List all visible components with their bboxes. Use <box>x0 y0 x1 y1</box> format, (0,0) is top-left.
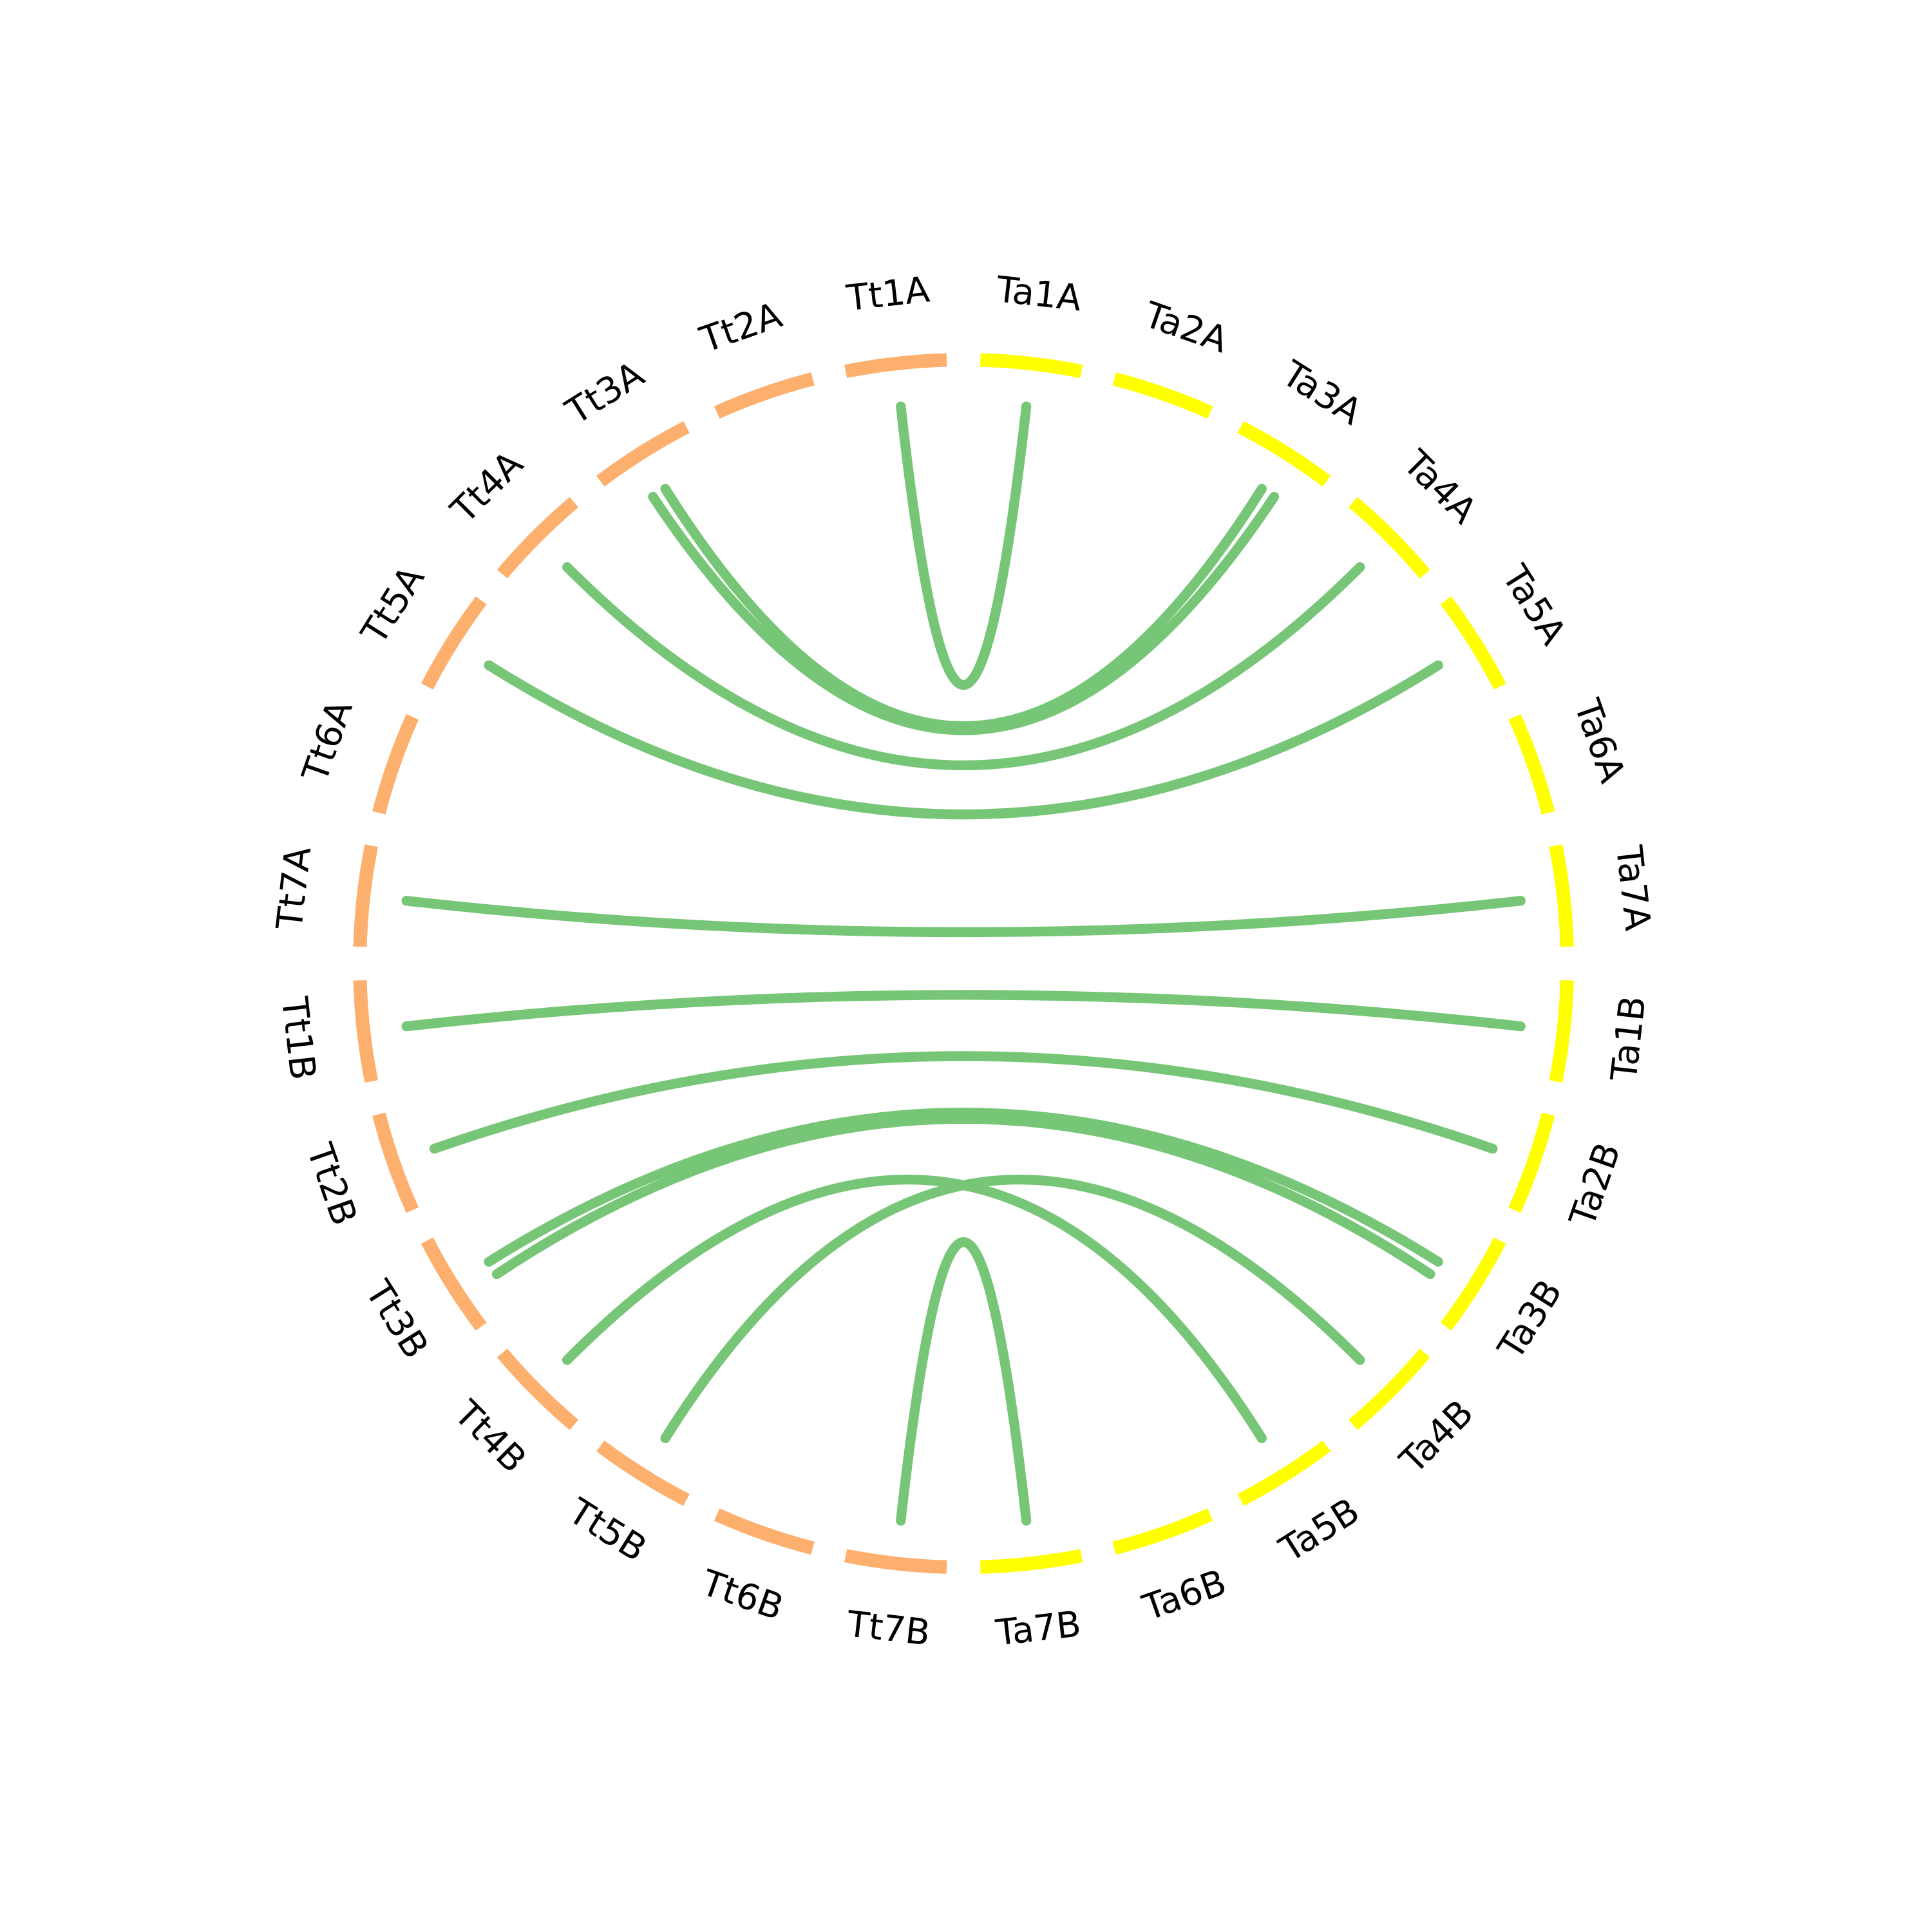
chromosome-segment <box>353 844 379 947</box>
chromosome-segment <box>1440 1237 1506 1331</box>
segment-label: Ta7B <box>993 1604 1083 1654</box>
segment-label: Ta6B <box>1137 1562 1232 1629</box>
segment-label: Ta6A <box>1566 694 1633 788</box>
segment-label: Tt4B <box>446 1393 534 1481</box>
link <box>491 1113 1435 1280</box>
link <box>896 1237 1032 1526</box>
segment-label: Tt1A <box>844 269 931 319</box>
chromosome-segment <box>1508 1112 1555 1213</box>
segment-label: Tt6A <box>294 695 361 788</box>
segment-label: Tt3A <box>558 354 651 433</box>
chromosome-segment <box>844 1549 947 1574</box>
link <box>401 990 1526 1032</box>
chromosome-segment <box>844 353 947 379</box>
link <box>562 1174 1267 1443</box>
chromosome-segment <box>372 714 419 815</box>
chromosome-segment <box>497 1349 579 1430</box>
chromosome-segment <box>1549 980 1574 1083</box>
segment-label: Tt4A <box>443 444 531 532</box>
chromosome-segment <box>980 1549 1083 1574</box>
segment-label: Ta2A <box>1139 294 1233 361</box>
chromosome-segment <box>421 596 487 690</box>
link <box>648 491 1280 735</box>
chromosome-segment <box>714 372 815 419</box>
link <box>660 1174 1365 1443</box>
chromosome-segment <box>497 497 579 579</box>
chromosome-segment <box>1112 1508 1213 1555</box>
chromosome-segment <box>353 980 379 1083</box>
segment-label: Ta1B <box>1604 994 1654 1083</box>
segment-label: Tt2B <box>298 1138 365 1231</box>
segment-label: Ta5A <box>1493 558 1574 652</box>
segment-label: Ta7A <box>1607 843 1658 933</box>
segment-label: Tt7A <box>269 844 319 932</box>
segment-label: Ta4B <box>1392 1392 1481 1482</box>
segment-label: Tt6B <box>696 1562 788 1629</box>
link <box>562 562 1365 771</box>
chromosome-segment <box>1349 1349 1430 1430</box>
chromosome-segment <box>1440 596 1506 690</box>
chromosome-segment <box>1112 372 1213 419</box>
segment-label: Ta2B <box>1562 1138 1629 1233</box>
chromosome-segment <box>372 1112 419 1213</box>
segment-label: Tt2A <box>694 295 787 361</box>
chromosome-segment <box>980 353 1083 379</box>
link <box>401 896 1526 938</box>
segment-label: Ta3A <box>1274 353 1369 433</box>
chromosome-segment <box>1508 714 1555 815</box>
chromosome-segment <box>596 1440 690 1506</box>
segment-label: Ta3B <box>1490 1273 1571 1367</box>
chromosome-segment <box>596 421 690 487</box>
segment-label: Tt1B <box>273 994 323 1082</box>
segment-label: Tt3B <box>357 1273 436 1366</box>
link <box>484 660 1443 820</box>
chromosome-segment <box>421 1237 487 1331</box>
segment-label: Tt5B <box>560 1491 653 1570</box>
link <box>660 484 1267 732</box>
segment-label: Tt5A <box>354 559 433 652</box>
segment-label: Tt7B <box>844 1604 932 1654</box>
chromosome-segment <box>1237 421 1331 487</box>
segment-label: Ta5B <box>1273 1490 1367 1571</box>
chromosome-segment <box>1237 1440 1331 1506</box>
link <box>484 1108 1443 1267</box>
chromosome-segment <box>714 1508 815 1555</box>
segment-label: Ta4A <box>1395 442 1484 532</box>
link <box>896 401 1032 690</box>
segment-label: Ta1A <box>994 269 1083 320</box>
chromosome-segment <box>1349 497 1430 579</box>
chromosome-segment <box>1549 844 1574 947</box>
link <box>429 1051 1498 1154</box>
